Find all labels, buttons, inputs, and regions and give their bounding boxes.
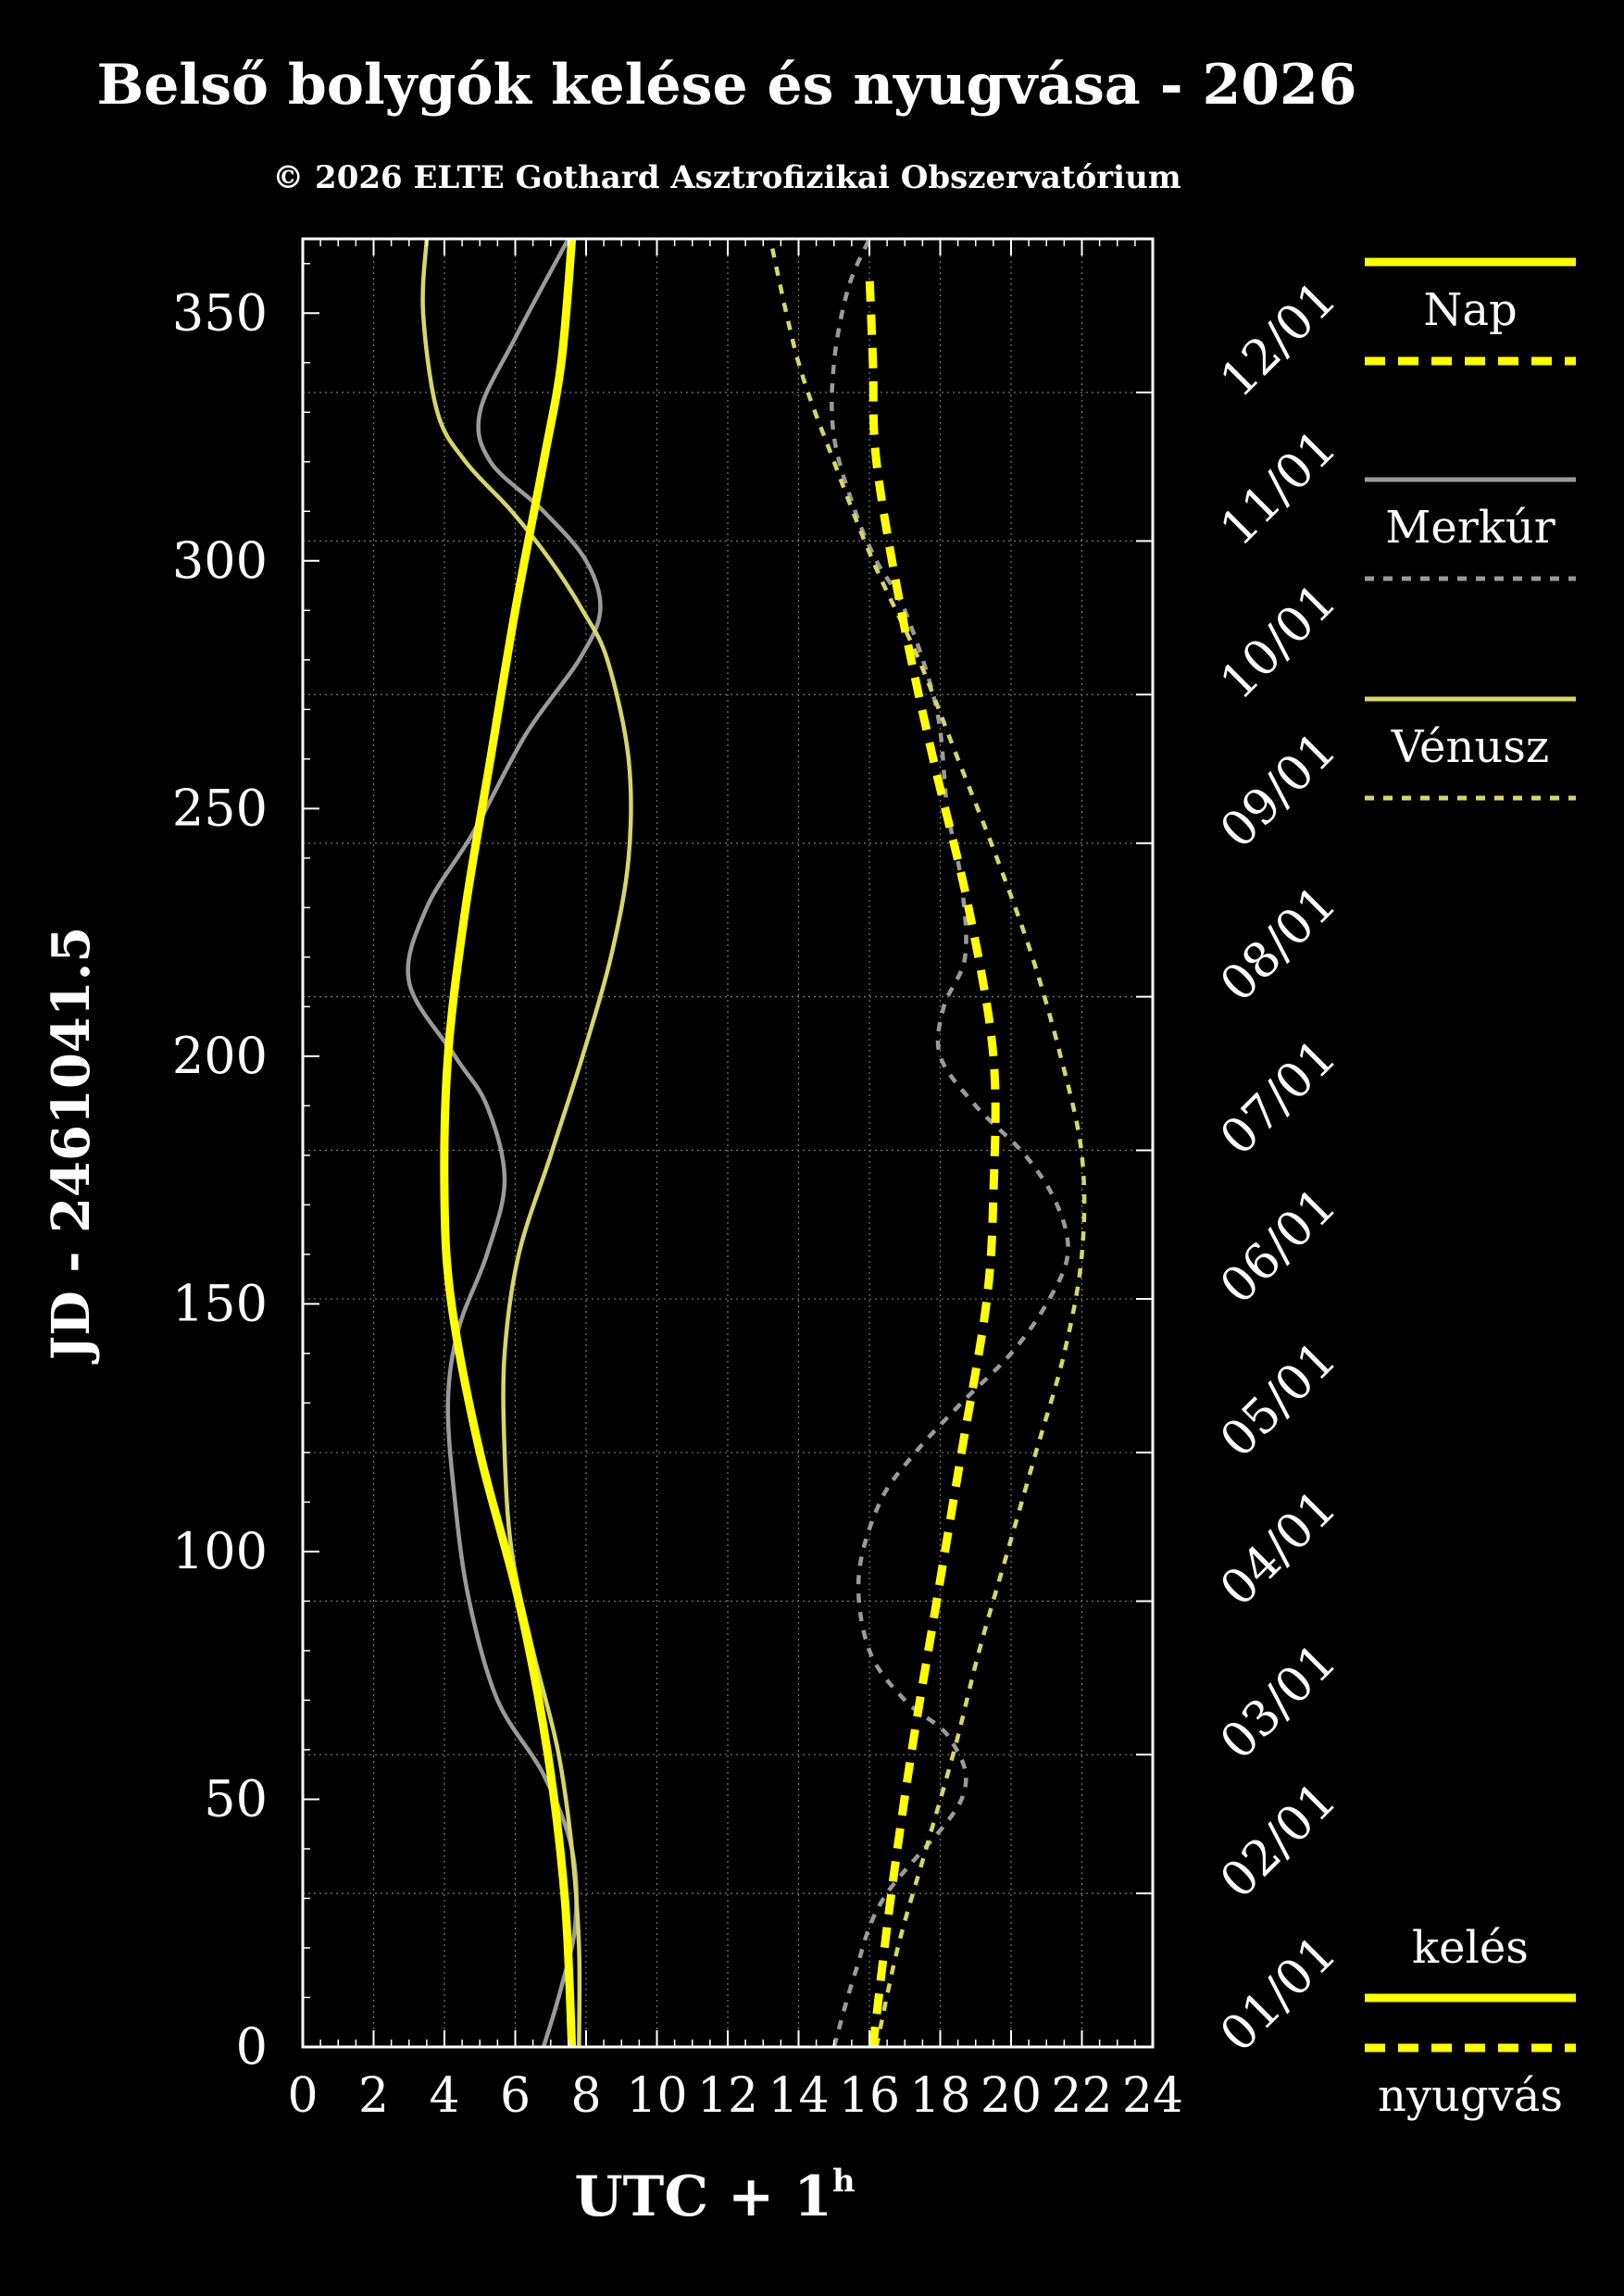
y-tick-label: 100 [172, 1522, 268, 1580]
x-tick-label: 4 [429, 2068, 459, 2124]
x-tick-label: 12 [697, 2068, 758, 2124]
grid [303, 239, 1153, 2047]
y-tick-label: 250 [172, 779, 268, 837]
x-tick-label: 10 [626, 2068, 687, 2124]
legend-set-label: nyugvás [1378, 2070, 1563, 2122]
axis-ticks [302, 239, 1154, 2048]
legend-rise-label: kelés [1412, 1922, 1529, 1974]
series-venusz-rise [420, 238, 633, 2048]
x-tick-label: 6 [500, 2068, 531, 2124]
x-tick-label: 2 [358, 2068, 389, 2124]
x-tick-label: 0 [287, 2068, 318, 2124]
series-merkur-rise [406, 237, 603, 2048]
x-tick-label: 16 [839, 2068, 900, 2124]
y-tick-label: 150 [172, 1274, 268, 1332]
x-tick-label: 20 [981, 2068, 1042, 2124]
y-tick-label: 0 [236, 2017, 268, 2076]
y-tick-label: 200 [172, 1027, 268, 1085]
x-tick-label: 8 [570, 2068, 601, 2124]
x-tick-label: 22 [1051, 2068, 1112, 2124]
x-tick-label: 24 [1122, 2068, 1183, 2124]
x-axis-label: UTC + 1h [574, 2163, 855, 2229]
y-tick-label: 300 [172, 531, 268, 590]
legend-nap-label: Nap [1423, 284, 1517, 336]
plot-curves [406, 237, 1087, 2048]
series-nap-rise [440, 238, 577, 2048]
chart-subtitle: © 2026 ELTE Gothard Asztrofizikai Obszer… [272, 159, 1181, 196]
legend: Nap Merkúr Vénusz kelés nyugvás [1365, 257, 1576, 2122]
y-tick-label: 50 [204, 1769, 268, 1828]
legend-venusz-label: Vénusz [1391, 721, 1549, 773]
y-tick-label: 350 [172, 283, 268, 342]
chart-title: Belső bolygók kelése és nyugvása - 2026 [97, 53, 1357, 118]
x-tick-label: 14 [768, 2068, 829, 2124]
legend-merkur-label: Merkúr [1385, 502, 1555, 554]
series-nap-set [865, 273, 1000, 2048]
y-axis-label: JD - 2461041.5 [41, 927, 102, 1366]
x-tick-label: 18 [909, 2068, 970, 2124]
series-merkur-set [830, 238, 1070, 2048]
